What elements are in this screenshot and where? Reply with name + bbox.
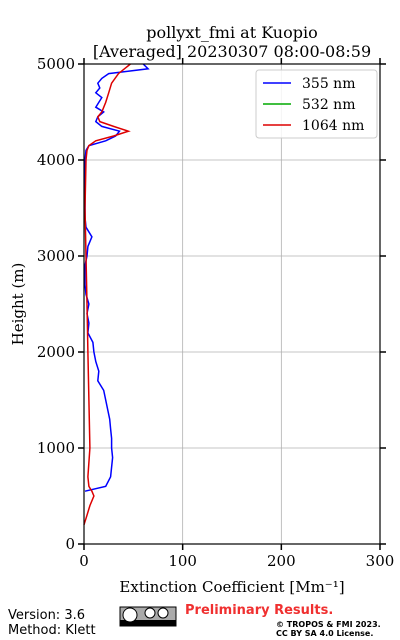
x-tick-label: 200 [267,552,296,570]
y-tick-label: 1000 [37,439,75,457]
x-axis-label: Extinction Coefficient [Mm⁻¹] [119,578,344,596]
notice: Preliminary Results. [185,603,333,618]
y-tick-label: 0 [65,535,75,553]
copyright: © TROPOS & FMI 2023. [276,620,381,629]
y-tick-label: 3000 [37,247,75,265]
profile-line [83,63,131,526]
plot-frame [83,63,381,545]
license: CC BY SA 4.0 License. [276,629,373,638]
y-axis-label: Height (m) [9,263,27,346]
legend: 355 nm 532 nm 1064 nm [255,69,378,139]
method: Method: Klett [8,623,96,638]
profile-line [84,63,150,492]
chart-title: pollyxt_fmi at Kuopio [146,23,317,42]
y-tick-label: 4000 [37,151,75,169]
version: Version: 3.6 [8,608,85,623]
legend-box [255,69,378,139]
x-tick-label: 100 [168,552,197,570]
chart-subtitle: [Averaged] 20230307 08:00-08:59 [93,42,371,61]
y-tick-label: 2000 [37,343,75,361]
legend-label: 532 nm [302,97,355,113]
y-tick-label: 5000 [37,55,75,73]
legend-label: 355 nm [302,76,355,92]
legend-label: 1064 nm [302,118,364,134]
x-tick-label: 300 [366,552,395,570]
license-icon [119,606,177,627]
x-tick-label: 0 [79,552,89,570]
